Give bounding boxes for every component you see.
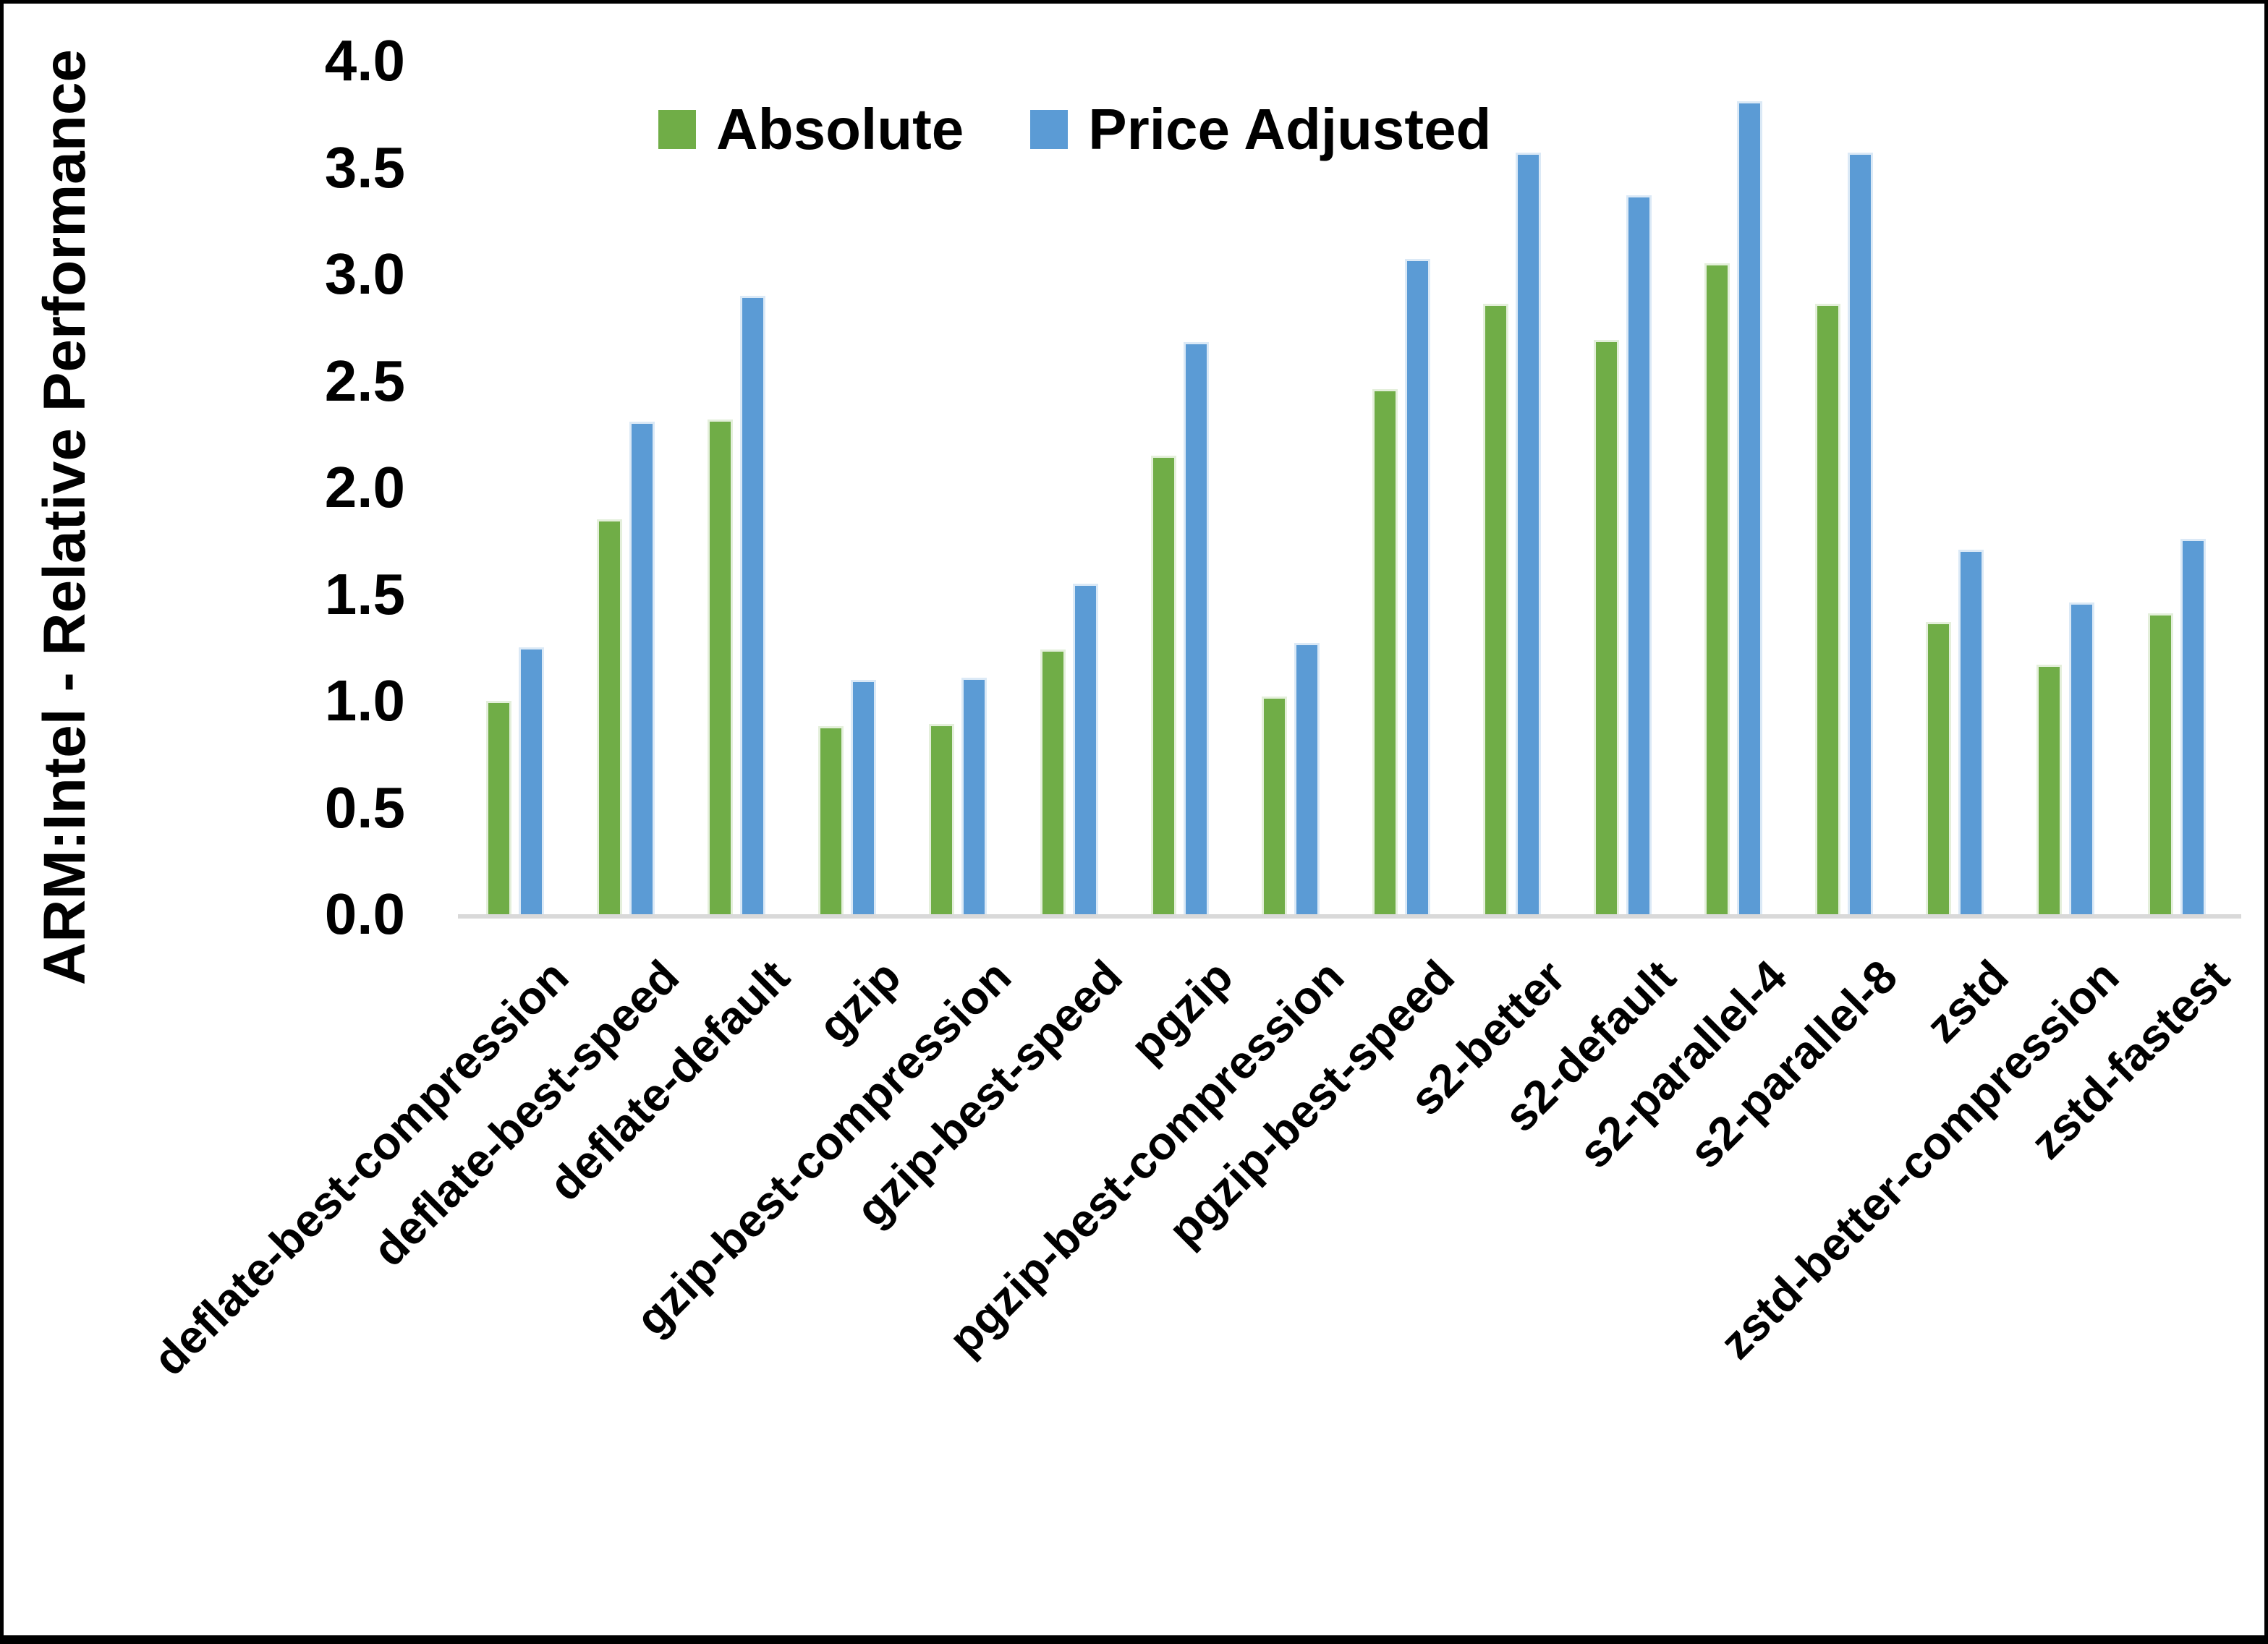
y-tick-label-4.0: 4.0 [324, 28, 405, 93]
legend: Absolute Price Adjusted [658, 96, 1491, 163]
y-tick-label-2.5: 2.5 [324, 348, 405, 413]
bar-absolute-s2-parallel-8 [1815, 304, 1841, 914]
bar-absolute-pgzip-best-compression [1261, 697, 1287, 914]
y-tick-label-2.0: 2.0 [324, 455, 405, 519]
bar-absolute-gzip [818, 726, 844, 914]
bar-price-adjusted-s2-parallel-4 [1737, 101, 1763, 914]
bar-absolute-gzip-best-speed [1040, 649, 1066, 914]
x-axis-line [458, 914, 2241, 919]
y-tick-label-3.0: 3.0 [324, 242, 405, 306]
legend-item-price-adjusted: Price Adjusted [1030, 96, 1491, 163]
y-tick-label-0.5: 0.5 [324, 775, 405, 840]
x-label-deflate-best-compression: deflate-best-compression [143, 950, 579, 1386]
bar-absolute-deflate-default [708, 419, 734, 914]
legend-label-price-adjusted: Price Adjusted [1088, 97, 1492, 161]
bar-absolute-s2-default [1594, 340, 1619, 914]
bar-price-adjusted-pgzip-best-compression [1294, 643, 1320, 914]
bar-absolute-deflate-best-speed [597, 519, 623, 914]
bar-absolute-gzip-best-compression [929, 724, 955, 914]
legend-item-absolute: Absolute [658, 96, 964, 163]
bar-price-adjusted-s2-better [1515, 152, 1541, 914]
bar-price-adjusted-s2-default [1626, 195, 1652, 914]
legend-swatch-price-adjusted [1030, 110, 1069, 149]
bar-price-adjusted-pgzip [1183, 342, 1209, 914]
legend-label-absolute: Absolute [716, 97, 964, 161]
bar-absolute-s2-better [1482, 304, 1508, 914]
bar-price-adjusted-zstd [1958, 549, 1984, 914]
y-tick-label-1.5: 1.5 [324, 561, 405, 626]
bar-price-adjusted-pgzip-best-speed [1404, 259, 1430, 914]
bar-absolute-s2-parallel-4 [1704, 263, 1730, 914]
bar-price-adjusted-zstd-fastest [2180, 538, 2206, 914]
bar-price-adjusted-deflate-best-speed [629, 421, 655, 914]
bar-price-adjusted-gzip [851, 679, 877, 914]
bar-price-adjusted-deflate-default [740, 295, 766, 914]
y-axis-title: ARM:Intel - Relative Performance [32, 48, 98, 986]
bar-absolute-zstd-fastest [2147, 613, 2173, 914]
bar-price-adjusted-deflate-best-compression [519, 647, 544, 914]
bar-price-adjusted-gzip-best-compression [961, 677, 988, 914]
y-tick-label-0.0: 0.0 [324, 882, 405, 946]
bar-absolute-zstd [1926, 621, 1952, 914]
bar-absolute-pgzip-best-speed [1372, 389, 1398, 914]
bar-price-adjusted-gzip-best-speed [1072, 583, 1098, 914]
legend-swatch-absolute [658, 110, 696, 149]
bar-absolute-deflate-best-compression [486, 701, 511, 914]
bar-price-adjusted-s2-parallel-8 [1848, 152, 1874, 914]
y-tick-label-3.5: 3.5 [324, 135, 405, 200]
bar-absolute-pgzip [1150, 455, 1176, 914]
y-tick-label-1.0: 1.0 [324, 668, 405, 733]
bar-absolute-zstd-better-compression [2036, 664, 2063, 914]
bar-price-adjusted-zstd-better-compression [2069, 602, 2095, 914]
